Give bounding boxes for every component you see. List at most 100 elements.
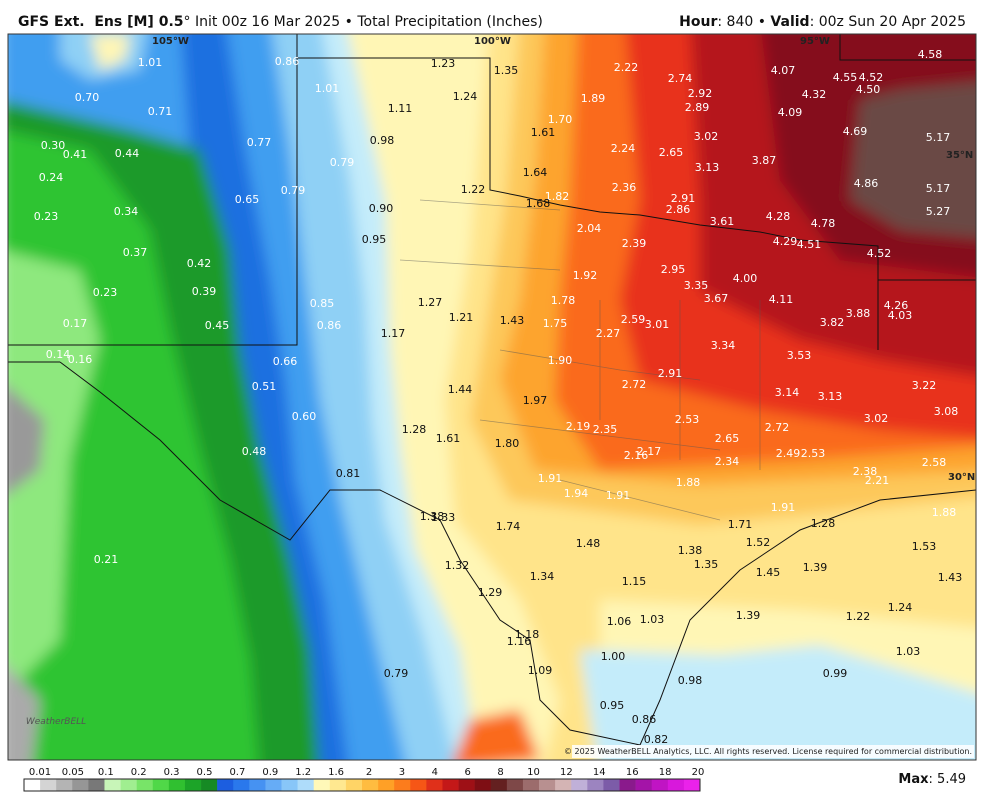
value-label: 2.49	[776, 447, 801, 460]
colorbar-swatch	[458, 779, 475, 791]
value-label: 1.21	[449, 311, 474, 324]
value-label: 0.39	[192, 285, 217, 298]
colorbar-label: 8	[497, 767, 503, 778]
colorbar-swatch	[233, 779, 250, 791]
value-label: 4.26	[884, 299, 909, 312]
colorbar-swatch	[587, 779, 604, 791]
colorbar-swatch	[297, 779, 315, 791]
field-pale-cyan-se	[580, 645, 976, 760]
value-label: 1.03	[640, 613, 665, 626]
value-label: 2.92	[688, 87, 713, 100]
value-label: 0.81	[336, 467, 361, 480]
value-label: 2.91	[671, 192, 696, 205]
value-label: 2.59	[621, 313, 646, 326]
value-label: 1.22	[461, 183, 486, 196]
colorbar-swatch	[313, 779, 331, 791]
value-label: 3.34	[711, 339, 736, 352]
value-label: 0.86	[275, 55, 300, 68]
value-label: 1.22	[846, 610, 871, 623]
state-border-nm	[8, 34, 298, 363]
value-label: 4.28	[766, 210, 791, 223]
value-label: 3.67	[704, 292, 729, 305]
valid-info: Hour: 840 • Valid: 00z Sun 20 Apr 2025	[679, 14, 966, 30]
value-label: 1.15	[622, 575, 647, 588]
colorbar-label: 14	[593, 767, 606, 778]
colorbar-swatch	[217, 779, 234, 791]
value-label: 4.51	[797, 238, 822, 251]
value-label: 1.78	[551, 294, 576, 307]
coastline	[639, 489, 976, 746]
colorbar-swatch	[201, 779, 218, 791]
county-lines	[399, 199, 761, 521]
colorbar-swatch	[345, 779, 363, 791]
borders	[8, 34, 976, 746]
value-label: 4.69	[843, 125, 868, 138]
colorbar-label: 4	[432, 767, 438, 778]
value-label: 3.82	[820, 316, 845, 329]
value-label: 1.88	[676, 476, 701, 489]
value-label: 4.52	[859, 71, 884, 84]
value-label: 2.35	[593, 423, 618, 436]
colorbar-swatch	[571, 779, 588, 791]
value-label: 2.39	[622, 237, 647, 250]
value-label: 1.82	[545, 190, 570, 203]
value-label: 1.61	[531, 126, 556, 139]
colorbar-label: 0.5	[197, 767, 213, 778]
hour-value: : 840 •	[717, 14, 770, 30]
value-label: 4.07	[771, 64, 796, 77]
value-label: 2.72	[622, 378, 647, 391]
colorbar-label: 1.6	[328, 767, 344, 778]
grid-label: 35°N	[946, 150, 973, 161]
value-label: 1.74	[496, 520, 521, 533]
value-label: 1.43	[938, 571, 963, 584]
colorbar-swatch	[410, 779, 427, 791]
value-label: 1.17	[381, 327, 406, 340]
value-label: 0.17	[63, 317, 88, 330]
value-label: 2.27	[596, 327, 621, 340]
valid-value: : 00z Sun 20 Apr 2025	[810, 14, 966, 30]
grid-label: 30°N	[948, 472, 975, 483]
colorbar-swatch	[120, 779, 137, 791]
value-label: 2.38	[853, 465, 878, 478]
value-label: 0.99	[823, 667, 848, 680]
field-red-blob	[454, 710, 540, 760]
value-label: 0.14	[46, 348, 71, 361]
state-border-tx-ok	[297, 57, 879, 350]
value-label: 1.32	[445, 559, 470, 572]
value-label: 1.80	[495, 437, 520, 450]
value-label: 0.98	[370, 134, 395, 147]
value-label: 2.95	[661, 263, 686, 276]
colorbar-label: 10	[527, 767, 540, 778]
colorbar-label: 20	[692, 767, 705, 778]
value-label: 2.65	[715, 432, 740, 445]
value-label: 0.48	[242, 445, 267, 458]
value-label: 1.48	[576, 537, 601, 550]
value-label: 1.43	[500, 314, 525, 327]
colorbar-swatch	[104, 779, 121, 791]
colorbar-swatch	[329, 779, 347, 791]
value-label: 1.94	[564, 487, 589, 500]
hour-label: Hour	[679, 14, 717, 30]
colorbar-swatch	[72, 779, 89, 791]
value-label: 1.33	[431, 511, 456, 524]
colorbar-swatch	[635, 779, 653, 791]
precip-field	[8, 34, 976, 760]
value-label: 1.53	[912, 540, 937, 553]
colorbar-frame	[23, 778, 701, 792]
value-label: 4.11	[769, 293, 794, 306]
value-label: 4.55	[833, 71, 858, 84]
value-label: 1.39	[736, 609, 761, 622]
value-label: 1.61	[436, 432, 461, 445]
value-label: 2.04	[577, 222, 602, 235]
colorbar-swatch	[394, 779, 411, 791]
colorbar-swatch	[184, 779, 202, 791]
value-label: 0.79	[281, 184, 306, 197]
value-label: 2.24	[611, 142, 636, 155]
value-label: 0.79	[384, 667, 409, 680]
title-rest: ° Init 00z 16 Mar 2025 • Total Precipita…	[184, 14, 543, 30]
value-label: 1.39	[803, 561, 828, 574]
field-gray	[8, 387, 45, 494]
value-label: 1.52	[746, 536, 771, 549]
value-label: 0.24	[39, 171, 64, 184]
value-label: 3.13	[818, 390, 843, 403]
